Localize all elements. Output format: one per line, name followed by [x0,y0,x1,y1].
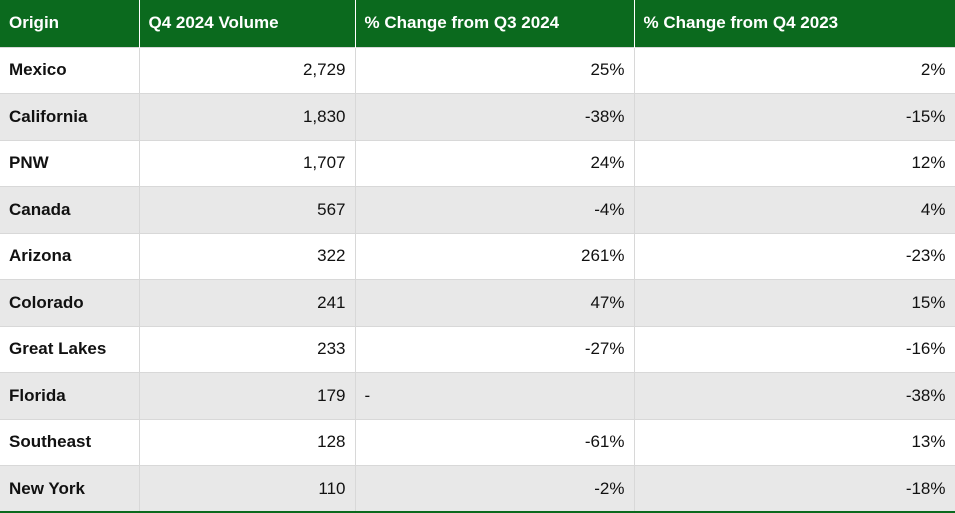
cell: 1,707 [139,139,356,187]
cell: -4% [355,186,635,233]
header-row: Origin Q4 2024 Volume% Change from Q3 202… [0,0,955,47]
table-row: Arizona 322 261% -23% [0,232,955,280]
row-label: PNW [0,139,140,187]
cell: 2% [634,46,955,94]
header-cell: % Change from Q4 2023 [634,0,955,47]
cell: -27% [355,325,635,373]
cell: 4% [634,186,955,233]
cell: 1,830 [139,93,356,140]
cell: 15% [634,279,955,326]
cell: -38% [634,372,955,419]
table-row: Colorado 241 47% 15% [0,279,955,326]
row-label: Great Lakes [0,325,140,373]
cell: 261% [355,232,635,280]
cell: -2% [355,465,635,513]
cell: 322 [139,232,356,280]
table-row: Southeast 128 -61% 13% [0,418,955,466]
cell: 179 [139,372,356,419]
header-cell: % Change from Q3 2024 [355,0,635,47]
table-row: New York 110 -2% -18% [0,465,955,513]
cell: -16% [634,325,955,373]
row-label: Arizona [0,232,140,280]
table-row: Great Lakes 233 -27% -16% [0,325,955,373]
cell: 233 [139,325,356,373]
row-label: California [0,93,140,140]
row-label: New York [0,465,140,513]
table-row: PNW 1,707 24% 12% [0,139,955,187]
cell: -15% [634,93,955,140]
row-label: Colorado [0,279,140,326]
table-row: California 1,830 -38% -15% [0,93,955,140]
row-label: Canada [0,186,140,233]
header-cell: Q4 2024 Volume [139,0,356,47]
cell: -38% [355,93,635,140]
row-label: Florida [0,372,140,419]
cell: - [355,372,635,419]
table-row: Florida 179- -38% [0,372,955,419]
header-cell: Origin [0,0,140,47]
table-header: Origin Q4 2024 Volume% Change from Q3 202… [0,0,955,47]
row-label: Southeast [0,418,140,466]
table-body: Mexico 2,729 25% 2% California 1,830 -38% -15% P… [0,46,955,513]
cell: 13% [634,418,955,466]
cell: 47% [355,279,635,326]
cell: 12% [634,139,955,187]
cell: 110 [139,465,356,513]
cell: -18% [634,465,955,513]
table-row: Mexico 2,729 25% 2% [0,46,955,94]
cell: 24% [355,139,635,187]
cell: 241 [139,279,356,326]
row-label: Mexico [0,46,140,94]
cell: -23% [634,232,955,280]
table-row: Canada 567 -4% 4% [0,186,955,233]
cell: 25% [355,46,635,94]
cell: -61% [355,418,635,466]
cell: 567 [139,186,356,233]
cell: 128 [139,418,356,466]
cell: 2,729 [139,46,356,94]
